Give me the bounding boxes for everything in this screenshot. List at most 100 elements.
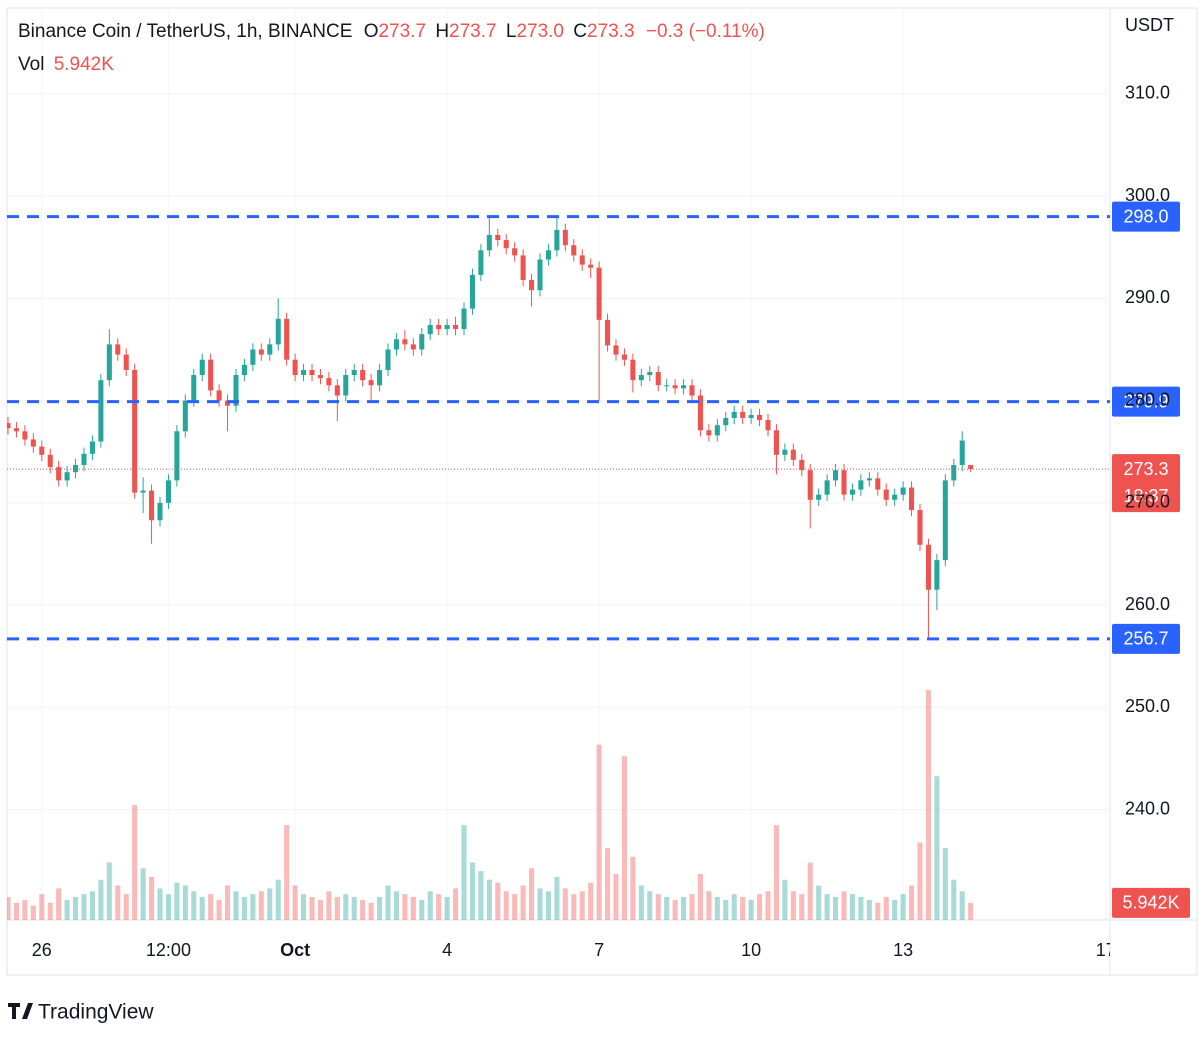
candle-body [816, 494, 822, 500]
candle-body [605, 319, 611, 346]
volume-bar [233, 891, 239, 920]
candle-body [875, 478, 881, 490]
volume-bar [132, 805, 138, 920]
volume-bar [537, 888, 543, 920]
volume-bar [149, 876, 155, 920]
candle-body [841, 470, 847, 495]
legend-line: Binance Coin / TetherUS, 1h, BINANCE O27… [18, 21, 765, 42]
candle-body [833, 470, 839, 481]
candle-body [529, 279, 535, 291]
candle-body [225, 400, 231, 406]
volume-bar [275, 879, 281, 920]
logo: TradingView [8, 1001, 154, 1024]
candle-body [377, 369, 383, 386]
candle-body [208, 359, 214, 391]
volume-bar [267, 888, 273, 920]
brand: TradingView [38, 1001, 154, 1024]
candle-body [258, 349, 264, 355]
candle-body [326, 378, 332, 386]
candle-body [343, 375, 349, 396]
candle-body [436, 324, 442, 330]
volume-bar [284, 825, 290, 920]
volume-bar [326, 891, 332, 920]
o-value: 273.7 [378, 21, 426, 42]
candle-body [740, 411, 746, 418]
volume-bar [216, 899, 222, 920]
candle-body [419, 334, 425, 350]
candle-body [621, 354, 627, 360]
candle-body [672, 385, 678, 389]
c-label: C [573, 21, 587, 42]
candle-body [191, 375, 197, 401]
volume-bar [782, 879, 788, 920]
volume-bar [478, 871, 484, 920]
volume-bar [427, 891, 433, 920]
volume-bar [402, 894, 408, 920]
volume-bar [833, 897, 839, 920]
volume-bar [942, 848, 948, 920]
candle-body [520, 255, 526, 280]
x-tick-label: 7 [594, 940, 604, 960]
volume-bar [748, 899, 754, 920]
candle-body [638, 375, 644, 381]
candle-body [664, 385, 670, 387]
candle-body [858, 480, 864, 490]
candle-body [706, 430, 712, 436]
volume-bar [790, 891, 796, 920]
currency: USDT [1125, 15, 1174, 35]
candle-body [301, 369, 307, 376]
candle-body [892, 494, 898, 500]
volume-bar [866, 899, 872, 920]
candle-body [73, 465, 79, 473]
volume-bar [621, 756, 627, 920]
volume-bar [638, 885, 644, 920]
candles [7, 216, 974, 639]
candle-body [554, 229, 560, 251]
change: −0.3 (−0.11%) [646, 21, 765, 42]
volume-bar [959, 891, 965, 920]
volume-bar [731, 894, 737, 920]
candle-body [934, 560, 940, 590]
candle-body [317, 375, 323, 379]
candle-body [368, 380, 374, 386]
x-tick-label: 13 [893, 940, 913, 960]
volume-bar [740, 897, 746, 920]
candle-body [773, 430, 779, 455]
last-price-badge [1112, 454, 1180, 513]
candle-body [917, 510, 923, 545]
o-label: O [364, 21, 379, 42]
volume-bar [351, 897, 357, 920]
volume-badge-label: 5.942K [1122, 893, 1179, 913]
volume-bar [579, 891, 585, 920]
volume-bar [191, 891, 197, 920]
candle-body [275, 318, 281, 345]
candle-body [56, 467, 62, 481]
volume-bar [672, 899, 678, 920]
volume-bar [444, 897, 450, 920]
level-badge [1112, 386, 1180, 417]
candle-body [579, 255, 585, 265]
volume-bar [706, 891, 712, 920]
candle-body [647, 371, 653, 376]
candle-body [174, 431, 180, 481]
candle-body [790, 449, 796, 460]
volume-bar [436, 894, 442, 920]
volume-bar [469, 862, 475, 920]
volume-bar [453, 888, 459, 920]
volume-bar [64, 899, 70, 920]
candle-body [30, 439, 36, 447]
candle-body [714, 425, 720, 436]
y-tick-label: 280.0 [1125, 389, 1170, 409]
x-tick-label: 26 [32, 940, 52, 960]
volume-bar [250, 894, 256, 920]
volume-bar [925, 690, 931, 920]
candle-body [900, 487, 906, 495]
candle-body [596, 267, 602, 320]
h-value: 273.7 [449, 21, 497, 42]
volume-bar [115, 885, 121, 920]
volume-bar [165, 894, 171, 920]
volume-bar [605, 848, 611, 920]
volume-bar [529, 868, 535, 920]
c-value: 273.3 [587, 21, 635, 42]
